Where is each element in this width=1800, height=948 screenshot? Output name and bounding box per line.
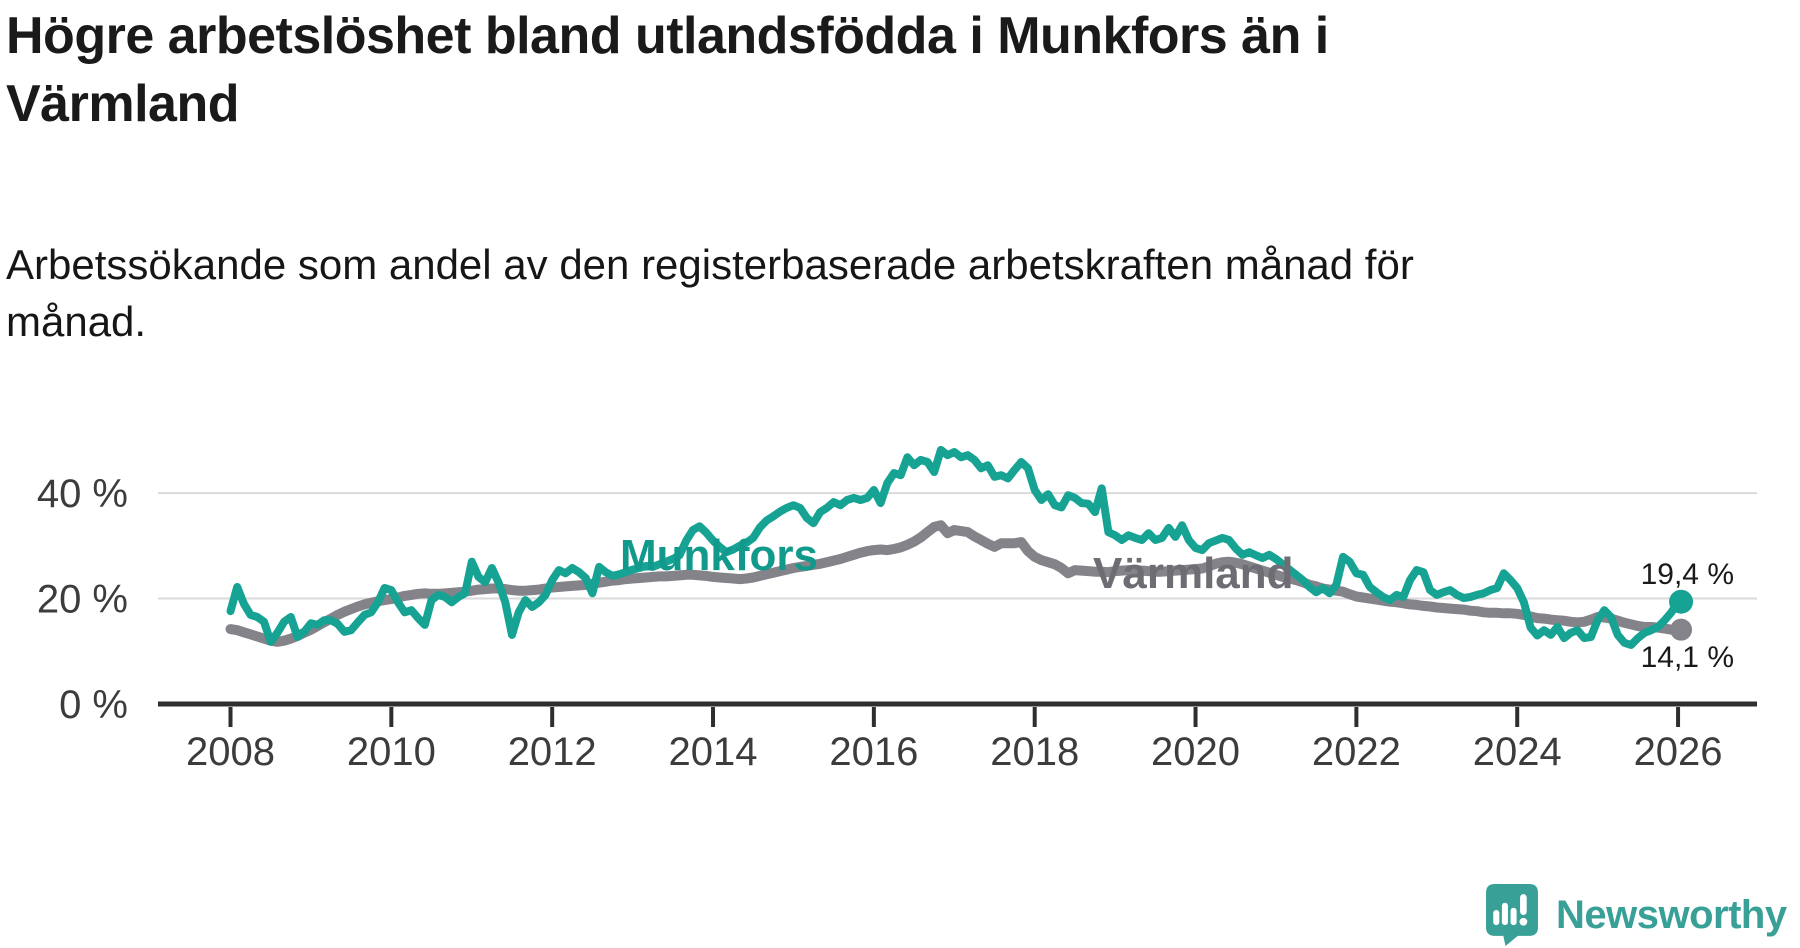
- x-axis-tick-label: 2008: [186, 730, 275, 774]
- chart-subtitle-line-1: Arbetssökande som andel av den registerb…: [6, 241, 1414, 288]
- chart-title: Högre arbetslöshet bland utlandsfödda i …: [6, 2, 1726, 138]
- newsworthy-logo-icon: [1486, 884, 1538, 946]
- y-axis-tick-label: 0 %: [59, 683, 128, 727]
- chart-header: Högre arbetslöshet bland utlandsfödda i …: [6, 2, 1726, 350]
- munkfors-end-value-label: 19,4 %: [1641, 558, 1734, 591]
- x-axis-tick-label: 2018: [990, 730, 1079, 774]
- munkfors-series-label: Munkfors: [620, 531, 818, 580]
- x-axis-tick-label: 2014: [669, 730, 758, 774]
- chart-title-line-1: Högre arbetslöshet bland utlandsfödda i …: [6, 7, 1329, 65]
- newsworthy-logo: Newsworthy: [1486, 884, 1787, 946]
- varmland-series-label: Värmland: [1093, 549, 1294, 598]
- y-axis-tick-label: 20 %: [37, 578, 128, 622]
- x-axis-tick-label: 2016: [829, 730, 918, 774]
- x-axis-tick-label: 2024: [1473, 730, 1562, 774]
- x-axis-tick-label: 2026: [1634, 730, 1723, 774]
- munkfors-end-dot: [1669, 589, 1694, 614]
- munkfors-line: [226, 445, 1683, 649]
- newsworthy-logo-text: Newsworthy: [1556, 892, 1787, 937]
- varmland-end-dot: [1670, 618, 1693, 641]
- chart-title-line-2: Värmland: [6, 75, 239, 133]
- varmland-line: [225, 520, 1684, 647]
- x-axis-tick-label: 2022: [1312, 730, 1401, 774]
- y-axis-tick-label: 40 %: [37, 472, 128, 516]
- chart-subtitle: Arbetssökande som andel av den registerb…: [6, 236, 1726, 350]
- chart-subtitle-line-2: månad.: [6, 298, 147, 345]
- chart-annotations: Munkfors Värmland 19,4 % 14,1 %: [620, 531, 1734, 674]
- varmland-end-value-label: 14,1 %: [1641, 641, 1734, 674]
- x-axis-tick-label: 2020: [1151, 730, 1240, 774]
- x-axis-tick-label: 2010: [347, 730, 436, 774]
- x-axis-tick-label: 2012: [508, 730, 597, 774]
